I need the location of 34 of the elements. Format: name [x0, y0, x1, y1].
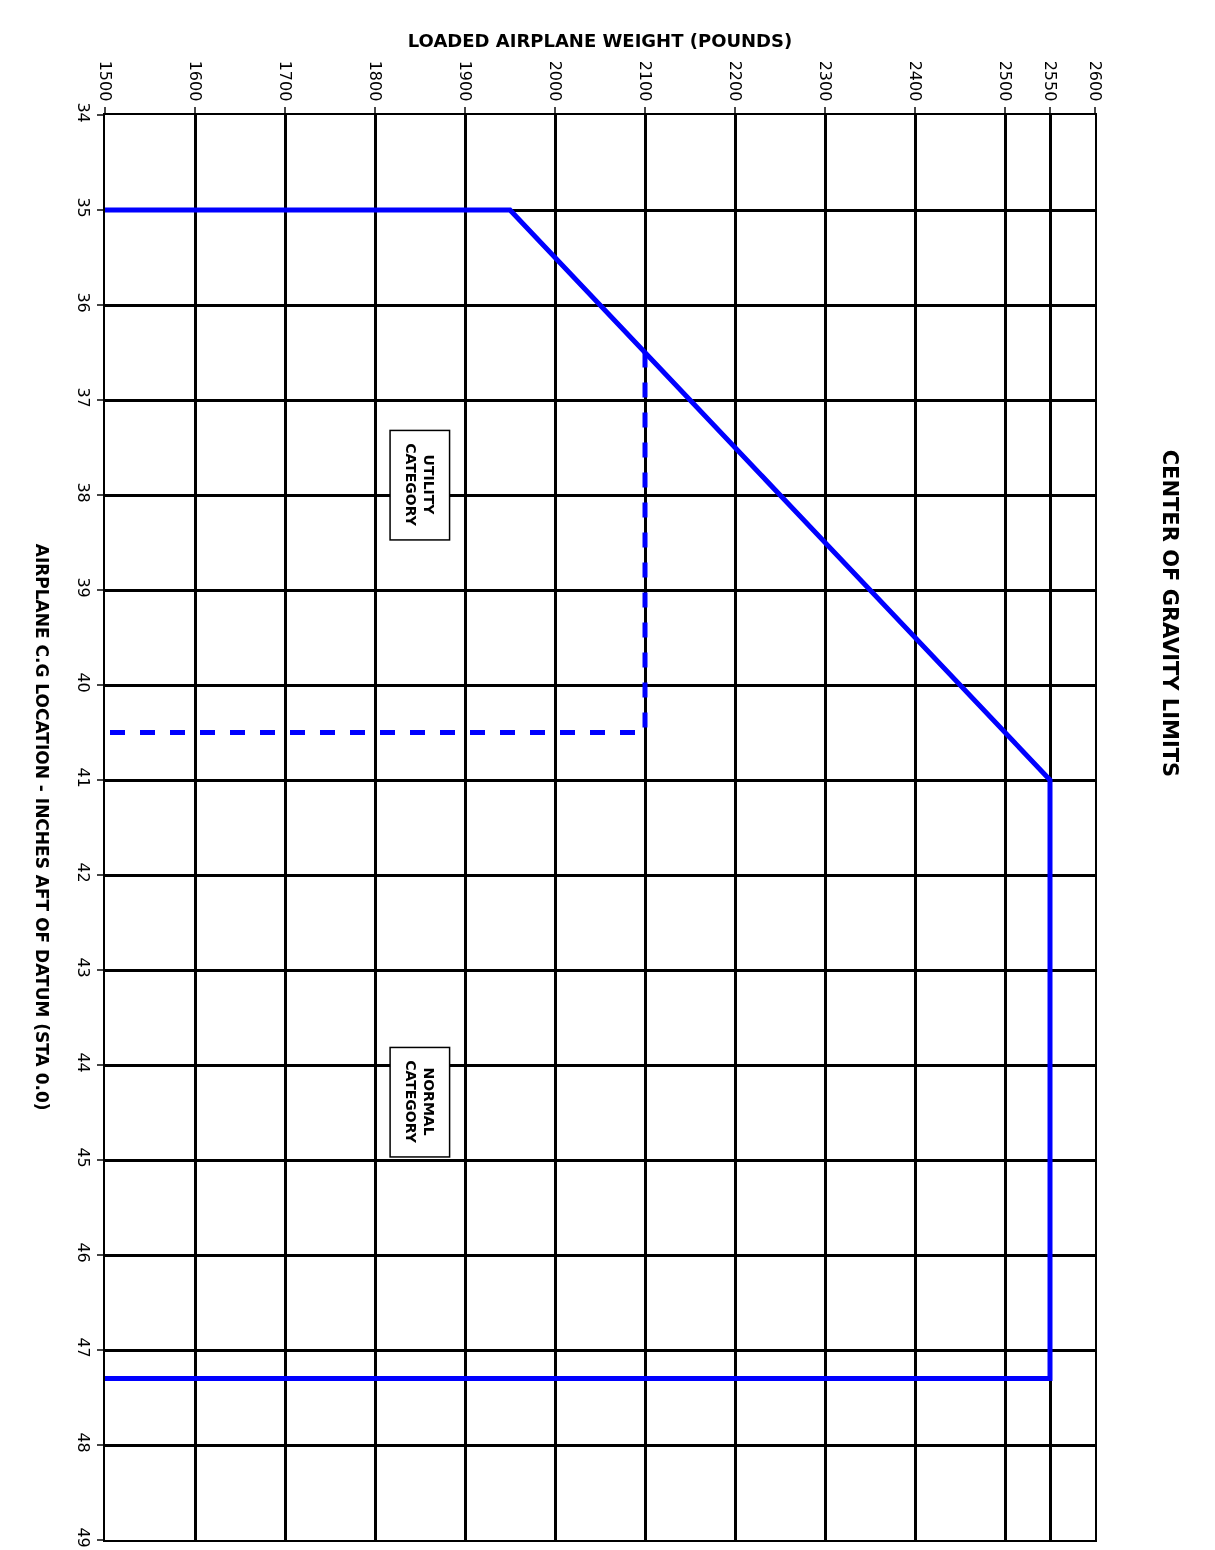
y-tick-label: 42 [73, 862, 93, 883]
x-tick-label: 2600 [1085, 60, 1105, 102]
y-axis-title: AIRPLANE C.G LOCATION - INCHES AFT OF DATUM (STA 0.0) [32, 543, 53, 1111]
y-tick-label: 43 [73, 957, 93, 978]
x-tick-label: 2000 [545, 60, 565, 102]
y-tick-label: 45 [73, 1147, 93, 1168]
annotation: NORMAL CATEGORY [402, 1060, 437, 1144]
x-tick-label: 2100 [635, 60, 655, 102]
x-tick-label: 2400 [905, 60, 925, 102]
x-tick-label: 1900 [455, 60, 475, 102]
y-tick-label: 38 [73, 482, 93, 503]
x-tick-label: 1700 [275, 60, 295, 102]
x-tick-label: 2300 [815, 60, 835, 102]
text: CENTER OF GRAVITY LIMITS [1157, 449, 1182, 778]
y-tick-label: 49 [73, 1527, 93, 1548]
x-tick-label: 2200 [725, 60, 745, 102]
y-tick-label: 41 [73, 767, 93, 788]
x-tick-label: 1500 [95, 60, 115, 102]
y-tick-label: 39 [73, 577, 93, 598]
annotation: UTILITY CATEGORY [402, 443, 437, 527]
x-tick-label: 2500 [995, 60, 1015, 102]
y-tick-label: 44 [73, 1052, 93, 1073]
y-tick-label: 35 [73, 197, 93, 218]
y-tick-label: 46 [73, 1242, 93, 1263]
x-tick-label: 1800 [365, 60, 385, 102]
y-tick-label: 48 [73, 1432, 93, 1453]
x-tick-label: 2550 [1040, 60, 1060, 102]
y-tick-label: 36 [73, 292, 93, 313]
y-tick-label: 40 [73, 672, 93, 693]
x-axis-title: LOADED AIRPLANE WEIGHT (POUNDS) [407, 30, 793, 52]
y-tick-label: 47 [73, 1337, 93, 1358]
y-tick-label: 37 [73, 387, 93, 408]
x-tick-label: 1600 [185, 60, 205, 102]
y-tick-label: 34 [73, 102, 93, 123]
